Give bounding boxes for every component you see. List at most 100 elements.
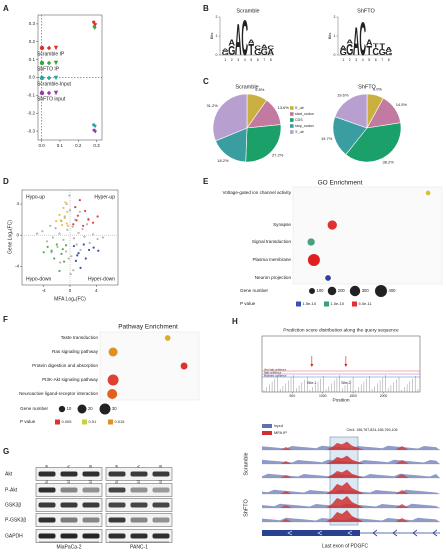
plot-frame — [292, 186, 443, 285]
position-label: 2 — [349, 58, 351, 62]
point — [66, 228, 69, 231]
blot-band — [60, 487, 78, 493]
strand-chevron — [347, 530, 353, 536]
x-tick-label: 0 — [69, 288, 72, 293]
logo-letter: T — [248, 40, 254, 58]
point — [65, 202, 68, 206]
point — [74, 259, 78, 262]
point — [68, 209, 72, 212]
color-legend-swatch — [324, 301, 329, 307]
slice-label: 19.6% — [337, 92, 349, 97]
ip-track — [326, 469, 364, 478]
y-tick-label: -0.3 — [27, 128, 35, 133]
blot-band — [38, 487, 56, 493]
point — [79, 266, 82, 269]
y-tick-label: -0.2 — [27, 110, 35, 115]
size-legend-label: 400 — [389, 288, 397, 293]
y-tick-label: 1 — [334, 34, 336, 38]
y-axis-label: Bits — [209, 33, 214, 40]
position-label: 1 — [342, 58, 344, 62]
slice-label: 38.2% — [382, 160, 394, 165]
term-label: Ras signaling pathway — [52, 349, 99, 354]
blot-band — [82, 502, 100, 508]
point — [87, 218, 90, 221]
position-label: 7 — [381, 58, 383, 62]
logo-letter: A — [261, 43, 268, 49]
y-tick-label: 0 — [334, 53, 336, 57]
point — [92, 246, 95, 249]
blot-band — [82, 533, 100, 539]
strand-chevron — [412, 529, 418, 537]
dot — [327, 220, 337, 230]
point — [81, 227, 84, 231]
point — [51, 236, 55, 239]
color-legend-swatch — [55, 419, 60, 425]
slice-label: 19.7% — [321, 136, 333, 141]
blot-band — [130, 533, 148, 539]
row-label: Akt — [5, 471, 13, 477]
y-tick-label: 0 — [216, 53, 218, 57]
point — [59, 219, 62, 222]
point — [72, 269, 75, 272]
ip-track — [326, 441, 364, 450]
locus-label: Chr4: 156,767,824-156,769,106 — [347, 428, 398, 432]
blot-band — [130, 502, 148, 508]
y-tick-label: -0.1 — [27, 93, 35, 98]
blot-band — [82, 487, 100, 493]
point — [74, 206, 77, 209]
plot-title: Prediction score distribution along the … — [283, 327, 399, 333]
quadrant-label: Hyper-down — [88, 276, 115, 282]
point — [58, 213, 61, 217]
legend-label: ShFTO input — [37, 96, 66, 102]
ip-track — [326, 510, 364, 522]
legend-title: Gene number — [240, 288, 269, 293]
x-tick-label: 1000 — [319, 394, 327, 398]
logo-letter: A — [228, 38, 235, 47]
x-tick-label: -4 — [42, 288, 46, 293]
blot-band — [130, 471, 148, 477]
point — [69, 272, 72, 276]
logo-letter: G — [228, 45, 235, 59]
size-legend-label: 20 — [88, 406, 93, 411]
point — [58, 269, 61, 273]
logo-letter: G — [379, 48, 387, 57]
legend-marker — [53, 45, 59, 51]
position-label: 3 — [355, 58, 357, 62]
legend-label: Scramble-Input — [37, 81, 72, 87]
legend-marker — [53, 60, 59, 66]
blot-band — [152, 533, 170, 539]
panel-title: Pathway Enrichment — [118, 324, 178, 331]
size-legend-label: 300 — [362, 288, 370, 293]
point — [93, 125, 97, 129]
panel-label: A — [3, 4, 9, 13]
y-tick-label: 0.2 — [29, 39, 36, 44]
term-label: Synapse — [273, 222, 291, 227]
logo-letter: A — [366, 38, 373, 47]
blot-band — [152, 487, 170, 493]
x-axis-label: Position — [332, 397, 349, 403]
point — [64, 201, 67, 204]
color-legend-label: 0.01 — [89, 419, 98, 424]
blot-band — [60, 471, 78, 477]
logo-letter: T — [379, 42, 385, 51]
position-label: 4 — [362, 58, 364, 62]
point — [85, 223, 89, 226]
point — [55, 220, 58, 223]
strand-chevron — [392, 529, 398, 537]
point — [82, 243, 85, 246]
logo-letter: G — [254, 48, 262, 57]
point — [101, 236, 104, 239]
blot-frame — [105, 483, 173, 497]
panel-label: C — [203, 77, 209, 86]
point — [91, 221, 95, 224]
point — [63, 215, 66, 218]
point — [76, 254, 79, 257]
point — [76, 214, 79, 217]
quadrant-label: Hyper-up — [94, 194, 115, 200]
ip-track — [280, 460, 409, 464]
legend-title: Gene number — [20, 406, 49, 411]
point — [84, 209, 87, 213]
legend-swatch — [290, 130, 294, 134]
point — [91, 233, 95, 236]
blot-band — [38, 517, 56, 523]
